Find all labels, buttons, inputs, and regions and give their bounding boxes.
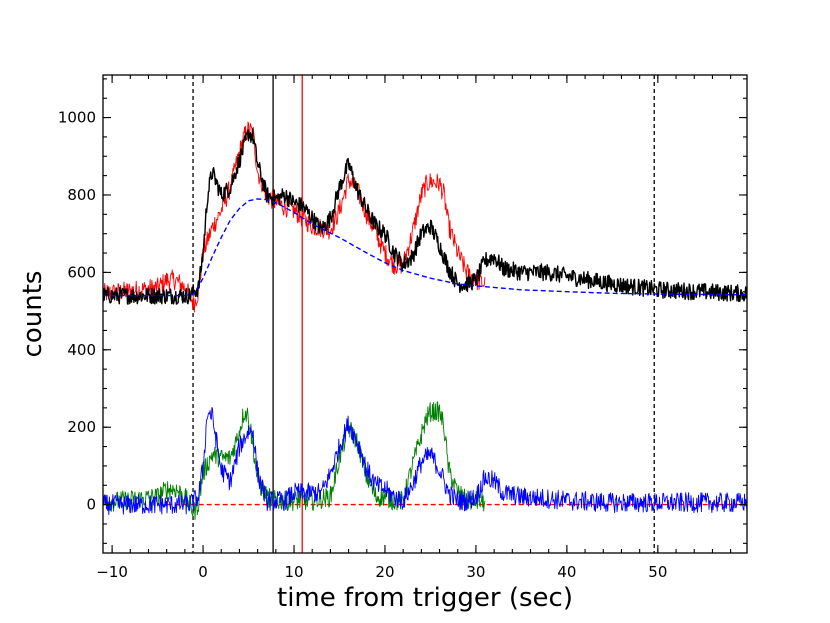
series-group (103, 121, 747, 521)
axis-ticks: −10 0 10 20 30 40 50 0 200 400 600 800 1000 (58, 75, 747, 581)
x-tick-label: 10 (284, 563, 303, 581)
vertical-markers (192, 75, 655, 553)
y-tick-label: 0 (86, 496, 96, 514)
y-tick-label: 600 (67, 263, 96, 281)
series-line-5 (103, 407, 747, 516)
series-line-2 (103, 198, 747, 297)
x-tick-label: 0 (198, 563, 208, 581)
x-tick-label: 50 (648, 563, 667, 581)
x-tick-label: 20 (375, 563, 394, 581)
series-line-4 (103, 401, 486, 521)
y-axis-label: counts (18, 271, 48, 358)
y-tick-label: 400 (67, 341, 96, 359)
x-tick-label: 30 (466, 563, 485, 581)
series-line-0 (103, 121, 486, 313)
x-tick-label: −10 (96, 563, 128, 581)
series-line-1 (103, 128, 747, 305)
y-tick-label: 800 (67, 186, 96, 204)
axes-frame (102, 74, 748, 554)
x-tick-label: 40 (557, 563, 576, 581)
y-tick-label: 200 (67, 418, 96, 436)
x-axis-label: time from trigger (sec) (277, 583, 573, 613)
y-tick-label: 1000 (58, 109, 96, 127)
